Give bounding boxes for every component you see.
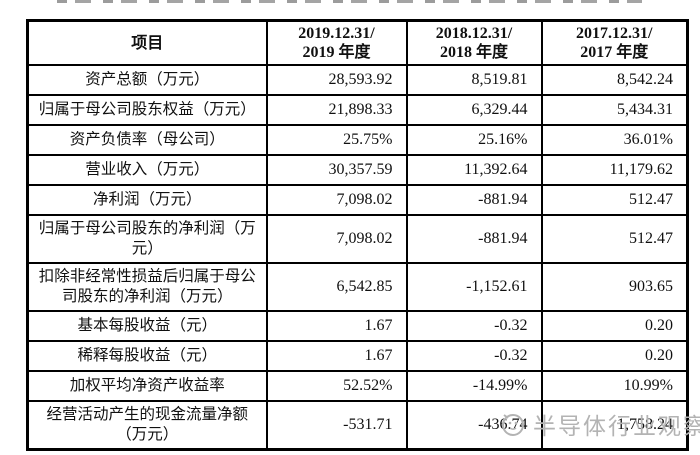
value-cell: -881.94 [405,214,543,264]
value-cell: 36.01% [540,124,689,156]
value-cell: 7,098.02 [265,214,408,264]
row-label-cell: 资产负债率（母公司） [26,124,268,156]
table-row: 经营活动产生的现金流量净额（万元） -531.71 -436.74 1,758.… [26,400,689,450]
header-period-2018: 2018.12.31/ 2018 年度 [405,19,543,66]
header-period-2017: 2017.12.31/ 2017 年度 [540,19,689,66]
value-cell: 1.67 [265,310,408,342]
value-cell: 52.52% [265,370,408,402]
row-label-cell: 营业收入（万元） [26,154,268,186]
value-cell: 25.75% [265,124,408,156]
header-period-2019-year: 2019 年度 [302,44,371,61]
value-cell: 1,758.24 [540,400,689,450]
row-label-cell: 净利润（万元） [26,184,268,216]
value-cell: -0.32 [405,310,543,342]
header-period-2017-year: 2017 年度 [580,44,649,61]
header-period-2018-year: 2018 年度 [439,44,508,61]
value-cell: 11,179.62 [540,154,689,186]
value-cell: -531.71 [265,400,408,450]
header-period-2019: 2019.12.31/ 2019 年度 [265,19,408,66]
value-cell: 6,329.44 [405,94,543,126]
table-row: 扣除非经常性损益后归属于母公司股东的净利润（万元） 6,542.85 -1,15… [26,262,689,312]
value-cell: 0.20 [540,310,689,342]
table-row: 归属于母公司股东的净利润（万元） 7,098.02 -881.94 512.47 [26,214,689,264]
header-period-2017-date: 2017.12.31/ [576,25,653,42]
value-cell: 512.47 [540,184,689,216]
value-cell: -436.74 [405,400,543,450]
row-label-cell: 资产总额（万元） [26,64,268,96]
value-cell: 1.67 [265,340,408,372]
header-item: 项目 [26,19,268,66]
table-row: 净利润（万元） 7,098.02 -881.94 512.47 [26,184,689,216]
header-period-2019-date: 2019.12.31/ [298,25,375,42]
value-cell: 903.65 [540,262,689,312]
table-row: 稀释每股收益（元） 1.67 -0.32 0.20 [26,340,689,372]
row-label-cell: 归属于母公司股东的净利润（万元） [26,214,268,264]
value-cell: -1,152.61 [405,262,543,312]
value-cell: 25.16% [405,124,543,156]
cropped-text-remnant [57,0,642,3]
table-row: 营业收入（万元） 30,357.59 11,392.64 11,179.62 [26,154,689,186]
value-cell: -881.94 [405,184,543,216]
row-label-cell: 扣除非经常性损益后归属于母公司股东的净利润（万元） [26,262,268,312]
value-cell: 11,392.64 [405,154,543,186]
value-cell: 0.20 [540,340,689,372]
value-cell: -14.99% [405,370,543,402]
financial-summary-table: 项目 2019.12.31/ 2019 年度 2018.12.31/ 2018 … [26,19,689,451]
table-row: 基本每股收益（元） 1.67 -0.32 0.20 [26,310,689,342]
row-label-cell: 加权平均净资产收益率 [26,370,268,402]
table-row: 加权平均净资产收益率 52.52% -14.99% 10.99% [26,370,689,402]
value-cell: 8,519.81 [405,64,543,96]
row-label-cell: 基本每股收益（元） [26,310,268,342]
table-header-row: 项目 2019.12.31/ 2019 年度 2018.12.31/ 2018 … [26,19,689,66]
value-cell: 28,593.92 [265,64,408,96]
value-cell: 5,434.31 [540,94,689,126]
row-label-cell: 稀释每股收益（元） [26,340,268,372]
table-row: 归属于母公司股东权益（万元） 21,898.33 6,329.44 5,434.… [26,94,689,126]
value-cell: 10.99% [540,370,689,402]
value-cell: 512.47 [540,214,689,264]
value-cell: 6,542.85 [265,262,408,312]
value-cell: 7,098.02 [265,184,408,216]
row-label-cell: 经营活动产生的现金流量净额（万元） [26,400,268,450]
value-cell: 21,898.33 [265,94,408,126]
row-label-cell: 归属于母公司股东权益（万元） [26,94,268,126]
header-period-2018-date: 2018.12.31/ [435,25,513,42]
value-cell: 30,357.59 [265,154,408,186]
table-row: 资产负债率（母公司） 25.75% 25.16% 36.01% [26,124,689,156]
value-cell: 8,542.24 [540,64,689,96]
value-cell: -0.32 [405,340,543,372]
table-row: 资产总额（万元） 28,593.92 8,519.81 8,542.24 [26,64,689,96]
